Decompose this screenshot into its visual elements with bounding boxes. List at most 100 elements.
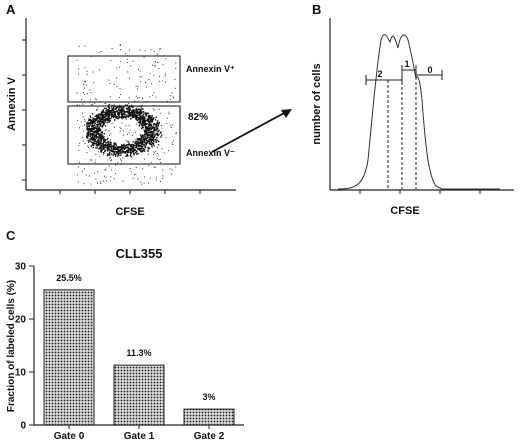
panel-a-cell-dot (91, 133, 93, 135)
panel-a-cell-dot (150, 139, 152, 141)
panel-a-cell-dot (84, 80, 86, 82)
panel-a-cell-dot (106, 109, 108, 111)
panel-a-cell-dot (95, 134, 97, 137)
panel-a-cell-dot (142, 168, 144, 170)
panel-a-cell-dot (151, 143, 153, 146)
panel-a-cell-dot (93, 128, 95, 130)
panel-a-cell-dot (117, 151, 119, 153)
panel-a-cell-dot (119, 105, 122, 108)
panel-a-cell-dot (90, 92, 92, 93)
panel-a-cell-dot (160, 162, 162, 164)
panel-a-cell-dot (130, 112, 132, 114)
panel-a-cell-dot (97, 117, 99, 120)
panel-b-gate-0: 0 (415, 65, 443, 80)
panel-a-cell-dot (93, 136, 96, 138)
panel-a-cell-dot (125, 115, 127, 118)
panel-a-cell-dot (116, 110, 119, 112)
panel-a-cell-dot (132, 151, 134, 153)
panel-a-cell-dot (123, 134, 125, 136)
panel-a-cell-dot (95, 99, 97, 101)
panel-a-cell-dot (141, 124, 143, 126)
panel-a-cell-dot (142, 149, 144, 152)
panel-a-cell-dot (132, 114, 134, 116)
panel-a-cell-dot (150, 141, 152, 143)
panel-a-cell-dot (110, 133, 112, 135)
panel-a-cell-dot (170, 173, 172, 175)
panel-a-cell-dot (104, 169, 106, 171)
panel-a-cell-dot (140, 147, 142, 150)
panel-a-cell-dot (151, 136, 153, 138)
panel-a-cell-dot (119, 146, 121, 148)
panel-a-cell-dot (134, 149, 137, 152)
panel-a-cell-dot (154, 134, 156, 136)
panel-a-cell-dot (132, 145, 135, 148)
panel-a-cell-dot (101, 126, 103, 128)
panel-a-cell-dot (157, 131, 159, 133)
panel-a-cell-dot (160, 112, 162, 114)
panel-a-cell-dot (134, 144, 136, 147)
panel-a-cell-dot (95, 136, 98, 138)
panel-a-cell-dot (78, 145, 80, 147)
panel-a-cell-dot (120, 108, 122, 110)
panel-a-cell-dot (128, 116, 130, 118)
panel-a-cell-dot (147, 119, 149, 122)
panel-a-cell-dot (149, 177, 151, 179)
panel-a-cell-dot (84, 119, 86, 121)
panel-a-cell-dot (96, 115, 98, 118)
panel-a-cell-dot (87, 123, 89, 125)
panel-a-cell-dot (114, 151, 117, 153)
panel-a-cell-dot (115, 148, 118, 150)
panel-a-cell-dot (128, 144, 130, 146)
panel-a-cell-dot (128, 97, 130, 99)
panel-a-cell-dot (110, 176, 112, 178)
panel-a-cell-dot (90, 137, 93, 139)
panel-b-histogram-curve (337, 34, 500, 190)
panel-a-cell-dot (111, 106, 113, 108)
panel-a-cell-dot (129, 153, 132, 155)
panel-c-y-label: Fraction of labeled cells (%) (6, 280, 17, 412)
panel-a-cell-dot (83, 87, 85, 89)
panel-a-cell-dot (91, 136, 94, 139)
panel-a-cell-dot (97, 127, 99, 130)
panel-a-cell-dot (116, 152, 118, 154)
panel-a-cell-dot (128, 132, 130, 134)
panel-a-cell-dot (102, 151, 105, 154)
panel-a-cell-dot (139, 113, 141, 116)
panel-a-cell-dot (89, 133, 91, 136)
panel-a-cell-dot (97, 131, 99, 133)
panel-a-cell-dot (131, 146, 134, 149)
panel-a-cell-dot (146, 140, 148, 142)
panel-a-cell-dot (106, 121, 109, 124)
panel-a-cell-dot (126, 154, 128, 157)
panel-a-cell-dot (107, 119, 109, 121)
panel-a-cell-dot (128, 78, 130, 80)
panel-a-cell-dot (129, 108, 132, 110)
panel-a-cell-dot (92, 120, 95, 122)
panel-a-cell-dot (148, 124, 151, 127)
panel-a-cell-dot (92, 135, 94, 138)
panel-a-cell-dot (104, 139, 106, 141)
panel-a-cell-dot (150, 127, 153, 130)
panel-a-cell-dot (138, 144, 140, 146)
panel-a-cell-dot (146, 115, 148, 117)
panel-a-cell-dot (118, 117, 120, 119)
panel-a-cell-dot (130, 148, 132, 151)
panel-a-cell-dot (144, 141, 146, 143)
panel-a-cell-dot (106, 141, 109, 144)
panel-a-cell-dot (138, 112, 141, 114)
panel-a-cell-dot (120, 146, 123, 149)
panel-a-cell-dot (103, 144, 106, 146)
panel-a-cell-dot (160, 181, 162, 182)
panel-a-cell-dot (99, 125, 101, 127)
panel-a-cell-dot (161, 148, 163, 150)
panel-a-cell-dot (96, 109, 98, 111)
panel-a-cell-dot (109, 114, 111, 116)
panel-a-cell-dot (118, 106, 120, 108)
panel-a-cell-dot (147, 120, 150, 122)
panel-a-cell-dot (132, 106, 135, 108)
panel-a-cell-dot (131, 152, 133, 154)
panel-a-cell-dot (108, 147, 110, 149)
panel-a-cell-dot (140, 81, 142, 83)
panel-a-cell-dot (149, 128, 151, 130)
panel-a-cell-dot (120, 111, 123, 114)
